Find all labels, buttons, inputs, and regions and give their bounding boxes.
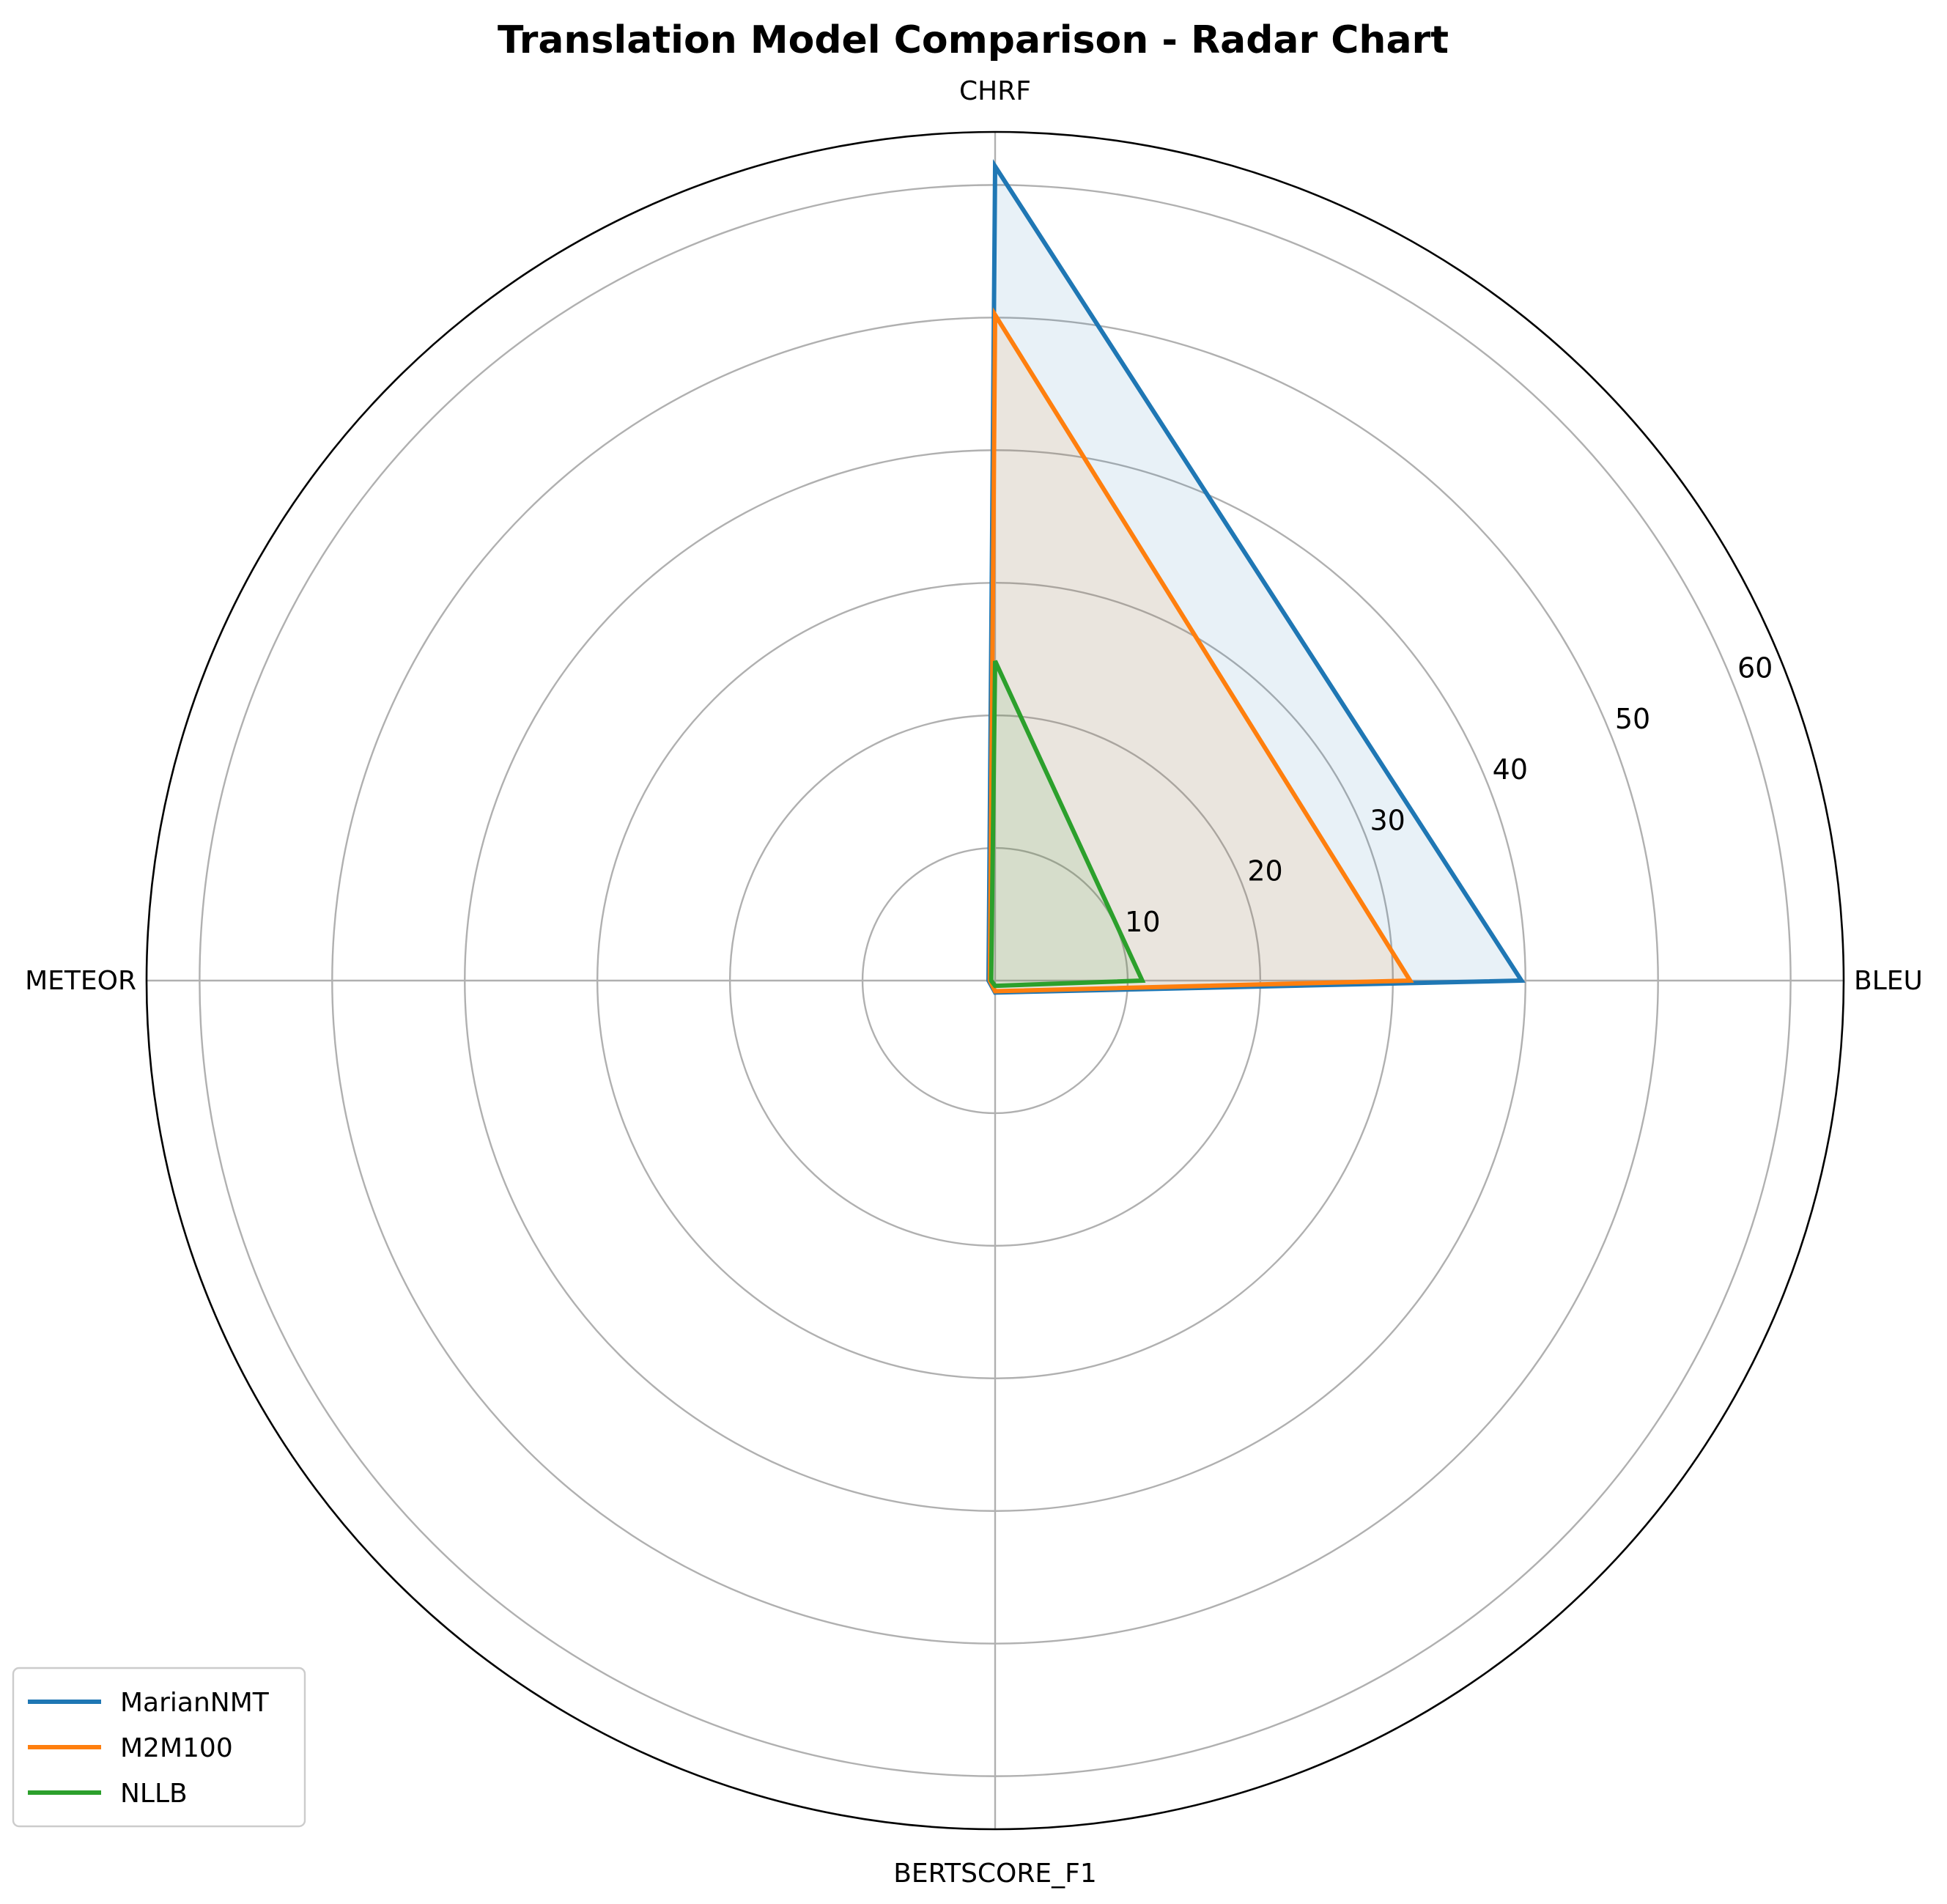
axis-label-bertscore-f1: BERTSCORE_F1 (893, 1859, 1097, 1889)
rtick-label-40: 40 (1493, 753, 1528, 786)
legend: MarianNMT M2M100 NLLB (12, 1667, 306, 1828)
legend-label-mariannmt: MarianNMT (120, 1688, 270, 1718)
axis-label-chrf: CHRF (959, 76, 1031, 106)
rtick-label-60: 60 (1737, 652, 1773, 685)
legend-label-m2m100: M2M100 (120, 1733, 233, 1763)
axis-label-bleu: BLEU (1854, 966, 1923, 996)
rtick-label-50: 50 (1615, 703, 1650, 735)
axis-labels: BLEU CHRF METEOR BERTSCORE_F1 (25, 76, 1923, 1889)
series-nllb (989, 660, 1146, 989)
series-layer (986, 158, 1526, 995)
series-line-nllb (989, 660, 1146, 989)
radial-tick-labels: 10 20 30 40 50 60 (1125, 652, 1773, 938)
rtick-label-10: 10 (1125, 906, 1160, 938)
series-fill-mariannmt (989, 166, 1522, 993)
series-fill-m2m100 (989, 314, 1411, 992)
series-fill-nllb (991, 660, 1142, 986)
chart-title: Translation Model Comparison - Radar Cha… (498, 18, 1449, 62)
rtick-label-30: 30 (1370, 804, 1405, 836)
polar-frame (145, 130, 1845, 1831)
legend-box (12, 1667, 306, 1828)
rtick-label-20: 20 (1247, 855, 1282, 888)
legend-label-nllb: NLLB (120, 1779, 188, 1809)
axis-label-meteor: METEOR (25, 966, 136, 996)
